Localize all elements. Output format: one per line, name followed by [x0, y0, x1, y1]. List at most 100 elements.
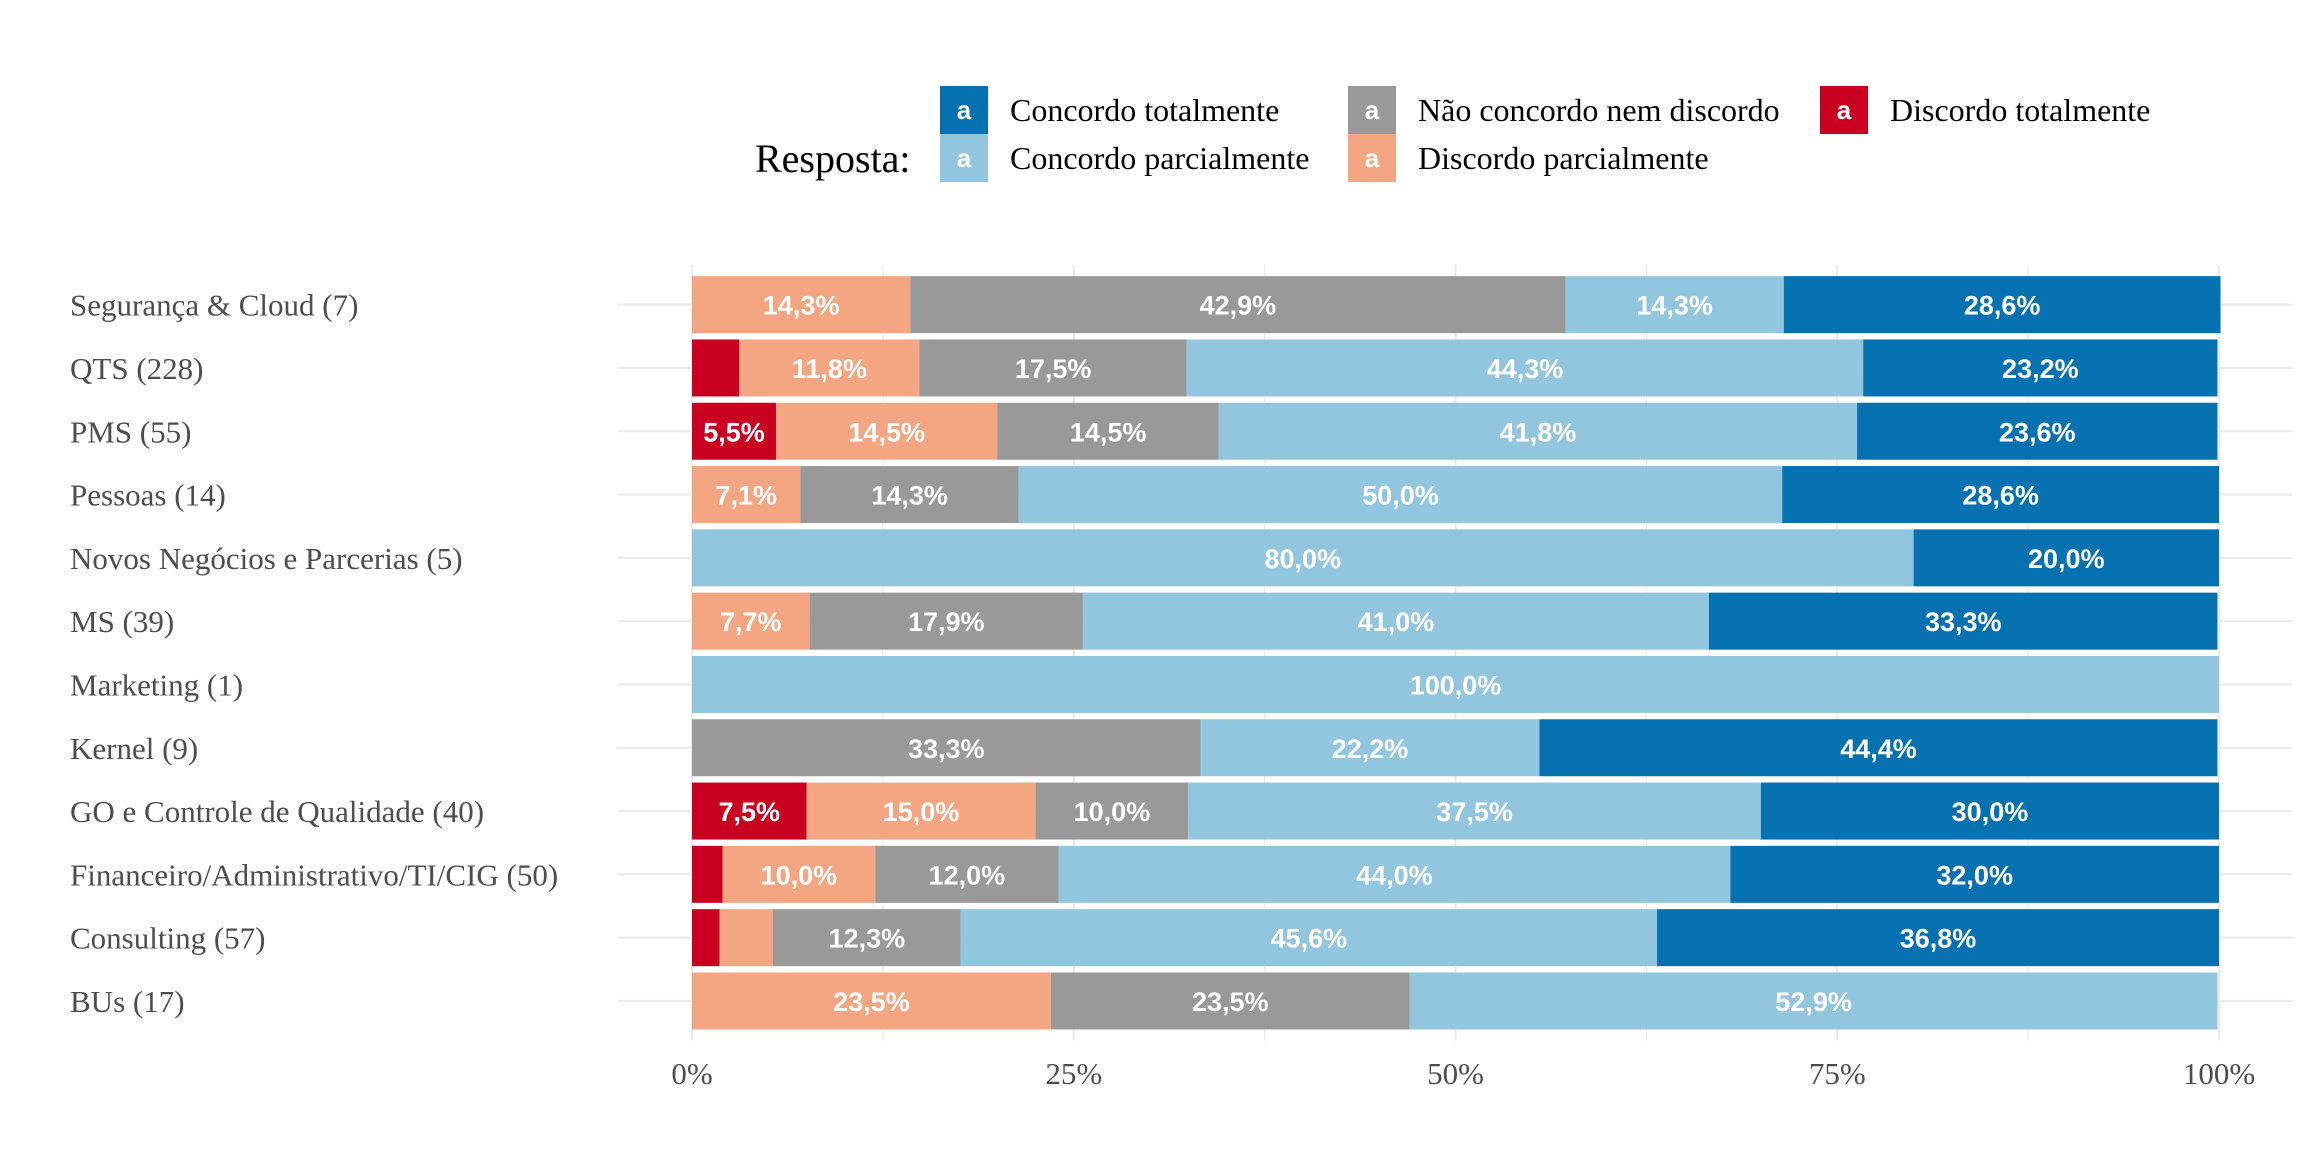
bar-segment-concordo-parcialmente — [1218, 402, 1858, 460]
bar-value-label: 36,8% — [1900, 924, 1977, 954]
category-label: BUs (17) — [70, 984, 185, 1019]
bar-value-label: 41,8% — [1500, 417, 1577, 447]
bar-segment-concordo-totalmente — [1857, 402, 2218, 460]
category-label: Consulting (57) — [70, 921, 265, 956]
category-label: Novos Negócios e Parcerias (5) — [70, 541, 463, 576]
bar-segment-concordo-totalmente — [1539, 719, 2218, 777]
bar-segment-concordo-parcialmente — [1565, 276, 1784, 334]
bar-segment-concordo-parcialmente — [1409, 972, 2218, 1030]
bar-segment-concordo-parcialmente — [1058, 845, 1731, 903]
legend-key-concordo-totalmente — [940, 86, 988, 134]
bar-segment-discordo-parcialmente — [722, 845, 876, 903]
bar-segment-concordo-totalmente — [1863, 339, 2218, 397]
bar-segment-nao-concordo-nem-discordo — [997, 402, 1219, 460]
bar-segment-discordo-totalmente — [692, 782, 807, 840]
bar-segment-discordo-parcialmente — [692, 466, 801, 524]
legend-label: Concordo totalmente — [1010, 92, 1279, 128]
bar-value-label: 28,6% — [1962, 481, 2039, 511]
x-tick-label: 75% — [1809, 1056, 1866, 1091]
bar-value-label: 5,5% — [703, 417, 765, 447]
bar-value-label: 30,0% — [1952, 797, 2029, 827]
x-axis: 0% 25% 50% 75% 100% — [671, 1056, 2255, 1091]
legend-title: Resposta: — [755, 136, 911, 181]
bar-value-label: 44,3% — [1487, 354, 1564, 384]
bar-segment-concordo-parcialmente — [960, 909, 1658, 967]
bars — [692, 276, 2221, 1030]
category-label: Financeiro/Administrativo/TI/CIG (50) — [70, 857, 558, 892]
bar-value-label: 17,9% — [908, 607, 985, 637]
bar-value-label: 37,5% — [1436, 797, 1513, 827]
bar-segment-concordo-parcialmente — [692, 529, 1914, 587]
bar-segment-concordo-parcialmente — [1200, 719, 1540, 777]
legend-label: Discordo parcialmente — [1418, 140, 1709, 176]
bar-segment-concordo-totalmente — [1783, 276, 2221, 334]
bar-value-label: 28,6% — [1964, 291, 2041, 321]
bar-value-label: 45,6% — [1271, 924, 1348, 954]
legend-key-letter: a — [1365, 95, 1380, 125]
bar-segment-concordo-totalmente — [1760, 782, 2219, 840]
bar-labels: 14,3% 42,9% 14,3% 28,6% 11,8% 17,5% 44,3% 23,2%… — [703, 291, 2104, 1017]
bar-segment-concordo-totalmente — [1657, 909, 2219, 967]
bar-value-label: 7,5% — [718, 797, 780, 827]
bar-segment-concordo-totalmente — [1913, 529, 2219, 587]
legend-key-discordo-totalmente — [1820, 86, 1868, 134]
category-label: PMS (55) — [70, 414, 191, 449]
bar-value-label: 33,3% — [1925, 607, 2002, 637]
bar-value-label: 41,0% — [1358, 607, 1435, 637]
bar-value-label: 23,5% — [1192, 987, 1269, 1017]
bar-value-label: 10,0% — [1074, 797, 1151, 827]
bar-segment-concordo-totalmente — [1782, 466, 2219, 524]
legend-key-nao-concordo-nem-discordo — [1348, 86, 1396, 134]
x-tick-label: 50% — [1427, 1056, 1484, 1091]
bar-value-label: 12,3% — [829, 924, 906, 954]
legend-key-letter: a — [957, 143, 972, 173]
legend-label: Discordo totalmente — [1890, 92, 2150, 128]
x-tick-label: 100% — [2183, 1056, 2255, 1091]
bar-segment-concordo-parcialmente — [692, 655, 2219, 713]
legend-label: Concordo parcialmente — [1010, 140, 1309, 176]
bar-value-label: 14,3% — [871, 481, 948, 511]
category-label: Segurança & Cloud (7) — [70, 288, 358, 323]
category-axis: Segurança & Cloud (7) QTS (228) PMS (55) Pe… — [70, 288, 558, 1019]
bar-value-label: 22,2% — [1332, 734, 1409, 764]
bar-value-label: 12,0% — [929, 860, 1006, 890]
bar-segment-nao-concordo-nem-discordo — [875, 845, 1059, 903]
bar-segment-discordo-parcialmente — [692, 276, 911, 334]
bar-value-label: 14,5% — [848, 417, 925, 447]
bar-value-label: 44,0% — [1356, 860, 1433, 890]
bar-value-label: 7,7% — [720, 607, 782, 637]
category-label: Pessoas (14) — [70, 478, 226, 513]
bar-segment-nao-concordo-nem-discordo — [1050, 972, 1410, 1030]
legend-key-discordo-parcialmente — [1348, 134, 1396, 182]
bar-segment-nao-concordo-nem-discordo — [772, 909, 961, 967]
category-label: QTS (228) — [70, 351, 203, 386]
bar-value-label: 15,0% — [883, 797, 960, 827]
legend-key-letter: a — [957, 95, 972, 125]
bar-value-label: 80,0% — [1265, 544, 1342, 574]
bar-value-label: 10,0% — [761, 860, 838, 890]
bar-value-label: 17,5% — [1015, 354, 1092, 384]
category-label: Marketing (1) — [70, 667, 243, 702]
bar-segment-discordo-parcialmente — [692, 972, 1051, 1030]
legend-key-letter: a — [1365, 143, 1380, 173]
bar-value-label: 23,6% — [1999, 417, 2076, 447]
bar-segment-discordo-parcialmente — [806, 782, 1036, 840]
legend-label: Não concordo nem discordo — [1418, 92, 1780, 128]
bar-value-label: 100,0% — [1410, 670, 1502, 700]
bar-value-label: 20,0% — [2028, 544, 2105, 574]
bar-segment-concordo-parcialmente — [1082, 592, 1709, 650]
x-tick-label: 25% — [1045, 1056, 1102, 1091]
bar-value-label: 14,3% — [763, 291, 840, 321]
bar-value-label: 14,5% — [1070, 417, 1147, 447]
bar-value-label: 14,3% — [1636, 291, 1713, 321]
bar-value-label: 33,3% — [908, 734, 985, 764]
bar-value-label: 23,2% — [2002, 354, 2079, 384]
bar-segment-concordo-totalmente — [1708, 592, 2218, 650]
bar-segment-discordo-parcialmente — [719, 909, 773, 967]
bar-segment-discordo-totalmente — [692, 402, 776, 460]
bar-segment-discordo-totalmente — [692, 909, 720, 967]
bar-segment-nao-concordo-nem-discordo — [809, 592, 1083, 650]
bar-value-label: 32,0% — [1936, 860, 2013, 890]
bar-segment-concordo-parcialmente — [1186, 339, 1864, 397]
